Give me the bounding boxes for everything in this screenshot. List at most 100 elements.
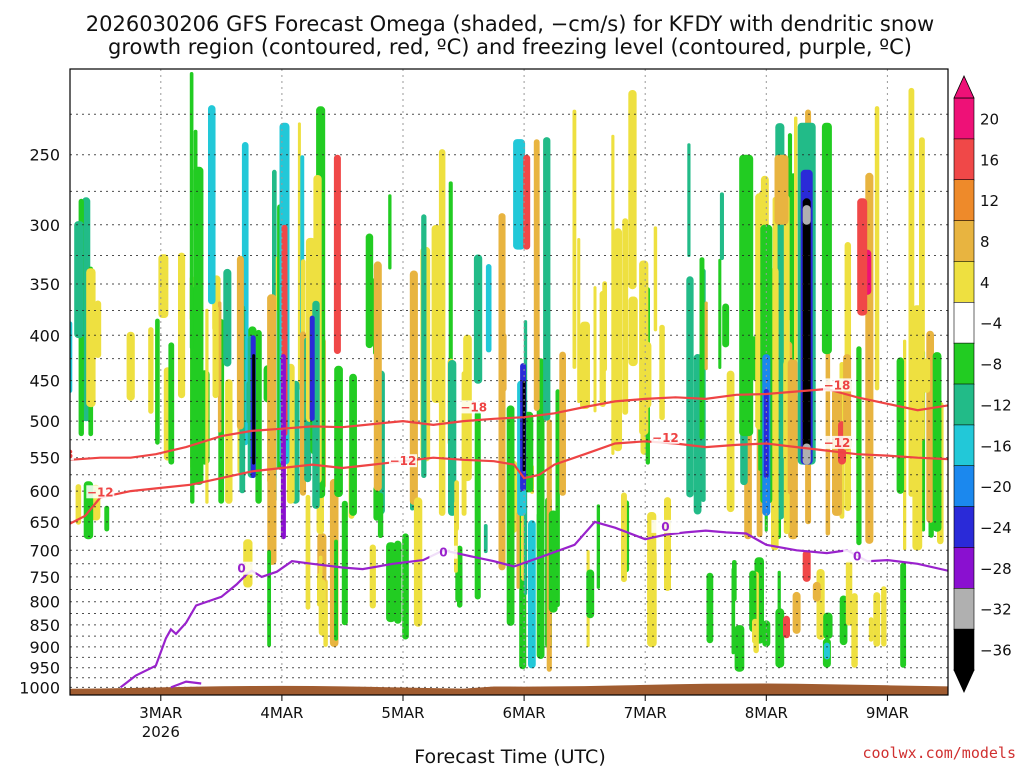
omega-streak	[602, 281, 608, 372]
pressure-tick-label: 650	[29, 513, 60, 532]
omega-streak	[305, 494, 311, 610]
omega-streak	[533, 139, 540, 411]
omega-streak	[718, 258, 722, 369]
contour-label-bg	[651, 430, 680, 444]
omega-streak	[536, 358, 545, 659]
omega-streak	[168, 342, 175, 465]
omega-streak	[473, 254, 483, 384]
contour-dgz-minus-18	[70, 387, 948, 461]
colorbar-tick-label: 4	[980, 274, 990, 292]
omega-streak	[580, 321, 590, 409]
contour-label-bg	[823, 378, 851, 392]
omega-streak	[726, 370, 735, 513]
pressure-tick-label: 450	[29, 372, 60, 391]
omega-streak	[267, 475, 277, 565]
omega-streak	[483, 524, 488, 554]
omega-streak	[923, 358, 931, 393]
omega-streak	[596, 504, 601, 589]
contour-label: 0	[853, 550, 861, 564]
pressure-tick-label: 250	[29, 146, 60, 165]
colorbar-tick-label: −4	[980, 315, 1002, 333]
omega-streak	[318, 555, 323, 631]
omega-streak	[536, 512, 541, 550]
plot-area: −18 −18 −18 −12 −12 −12 −12 0 0 0 0	[70, 69, 948, 695]
omega-streak	[857, 198, 868, 316]
omega-streak	[868, 617, 874, 642]
colorbar-tick-label: −24	[980, 519, 1012, 537]
omega-streak	[516, 512, 520, 589]
omega-streak	[369, 544, 376, 609]
omega-streak	[749, 570, 757, 632]
pressure-tick-label: 600	[29, 482, 60, 501]
time-tick-label: 9MAR	[866, 704, 909, 722]
omega-streak	[528, 520, 536, 669]
contour-label-bg	[651, 519, 680, 533]
omega-streak	[178, 252, 186, 399]
omega-streak	[572, 109, 577, 369]
contour-label-bg	[227, 561, 256, 575]
pressure-tick-label: 800	[29, 593, 60, 612]
omega-streak	[559, 351, 566, 496]
omega-streak	[802, 198, 811, 458]
omega-streak	[158, 254, 169, 318]
omega-streak	[843, 354, 852, 451]
omega-streak	[309, 315, 315, 421]
omega-streak	[873, 592, 881, 647]
pressure-tick-label: 350	[29, 275, 60, 294]
omega-streak	[334, 365, 343, 497]
contour-label: −12	[652, 431, 679, 445]
omega-streak	[413, 497, 423, 627]
omega-streak	[706, 572, 714, 644]
pressure-tick-label: 900	[29, 638, 60, 657]
colorbar-swatch	[953, 342, 975, 385]
omega-streak	[622, 218, 629, 415]
omega-streak	[802, 550, 811, 582]
omega-streak	[373, 485, 380, 521]
omega-streak	[812, 581, 821, 602]
omega-streak	[104, 505, 110, 532]
omega-streak	[586, 569, 595, 619]
omega-streak	[223, 268, 232, 367]
omega-streak	[802, 205, 811, 225]
omega-streak	[577, 238, 581, 404]
omega-streak	[543, 137, 551, 421]
omega-streak	[593, 286, 597, 413]
omega-streak	[823, 642, 830, 660]
omega-streak	[236, 255, 244, 430]
omega-streak	[775, 608, 785, 668]
omega-streak	[513, 139, 526, 250]
colorbar-tick-label: −36	[980, 642, 1012, 660]
omega-streak	[457, 545, 463, 608]
omega-streak	[301, 259, 306, 339]
contour-label-bg	[823, 435, 851, 449]
time-tick-label: 8MAR	[745, 704, 788, 722]
terrain	[70, 683, 948, 695]
omega-streak	[783, 615, 790, 639]
contour-label-bg	[843, 549, 872, 563]
omega-streak	[772, 197, 778, 485]
omega-streak	[267, 550, 272, 647]
omega-streak	[394, 540, 402, 624]
omega-streak	[881, 586, 887, 647]
omega-streak	[845, 560, 853, 626]
x-axis-label: Forecast Time (UTC)	[414, 746, 605, 768]
colorbar-tick-label: 12	[980, 192, 999, 210]
omega-streak	[752, 618, 759, 644]
omega-streak	[856, 346, 862, 546]
omega-streak	[734, 625, 745, 672]
omega-streak	[334, 539, 338, 641]
omega-streak	[212, 305, 219, 399]
grid-lines	[70, 69, 948, 695]
time-tick-label: 7MAR	[624, 704, 667, 722]
colorbar-tick-label: 8	[980, 233, 990, 251]
credit-link[interactable]: coolwx.com/models	[862, 744, 1016, 762]
chart-title-line-1: 2026030206 GFS Forecast Omega (shaded, −…	[86, 12, 934, 36]
omega-streak	[225, 379, 233, 504]
omega-streak	[74, 221, 84, 339]
terrain-ground	[70, 683, 948, 695]
time-tick-label: 6MAR	[503, 704, 546, 722]
contour-label: −18	[460, 400, 487, 414]
pressure-tick-label: 750	[29, 568, 60, 587]
colorbar-swatch	[953, 506, 975, 549]
pressure-tick-label: 1000	[19, 678, 60, 697]
